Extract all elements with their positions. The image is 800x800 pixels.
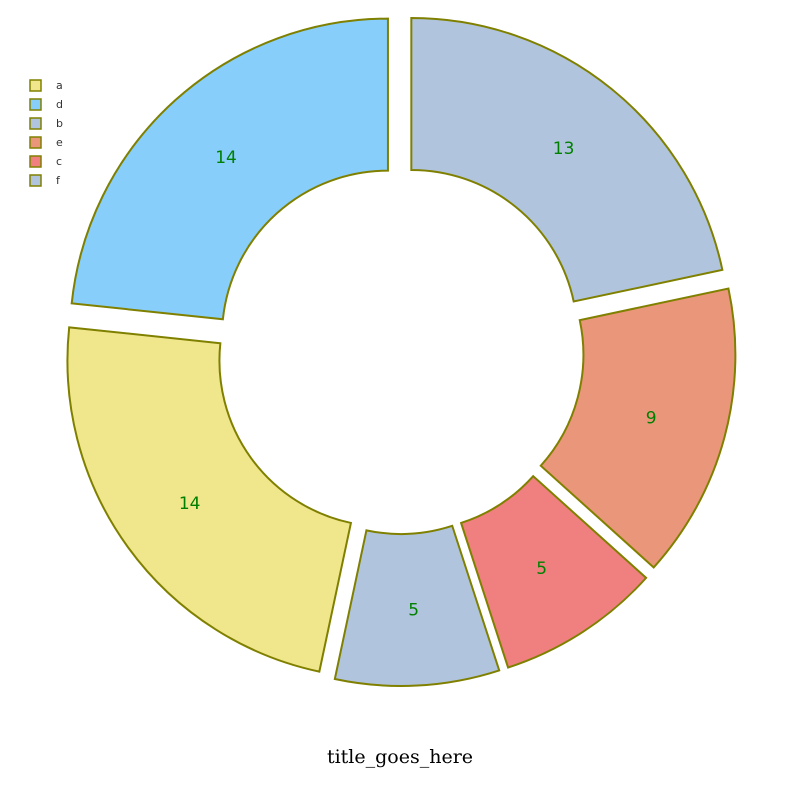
data-label-e: 9 bbox=[646, 408, 657, 428]
slice-b bbox=[410, 17, 724, 303]
legend-label-e: e bbox=[56, 136, 63, 149]
slice-f bbox=[333, 524, 501, 687]
legend-item-c: c bbox=[29, 155, 62, 168]
data-label-c: 5 bbox=[536, 559, 547, 579]
legend-swatch-e bbox=[29, 136, 42, 149]
legend-swatch-b bbox=[29, 117, 42, 130]
legend-swatch-a bbox=[29, 79, 42, 92]
legend-swatch-c bbox=[29, 155, 42, 168]
legend-item-b: b bbox=[29, 117, 63, 130]
slice-e bbox=[539, 287, 737, 569]
chart-title: title_goes_here bbox=[327, 746, 473, 768]
data-labels-group: 14 14 5 5 9 13 bbox=[179, 139, 657, 621]
data-label-f: 5 bbox=[408, 601, 419, 621]
legend-swatch-d bbox=[29, 98, 42, 111]
data-label-d: 14 bbox=[215, 148, 237, 168]
slice-d bbox=[70, 17, 389, 321]
slice-a bbox=[66, 326, 353, 673]
slices-group bbox=[66, 17, 737, 687]
legend-swatch-f bbox=[29, 174, 42, 187]
legend-item-a: a bbox=[29, 79, 63, 92]
legend-label-a: a bbox=[56, 79, 63, 92]
legend-label-f: f bbox=[56, 174, 61, 187]
data-label-b: 13 bbox=[553, 139, 575, 159]
legend-item-e: e bbox=[29, 136, 63, 149]
legend-item-f: f bbox=[29, 174, 61, 187]
legend-label-c: c bbox=[56, 155, 62, 168]
slice-c bbox=[459, 474, 648, 669]
legend-label-d: d bbox=[56, 98, 63, 111]
data-label-a: 14 bbox=[179, 494, 201, 514]
legend-item-d: d bbox=[29, 98, 63, 111]
legend-label-b: b bbox=[56, 117, 63, 130]
